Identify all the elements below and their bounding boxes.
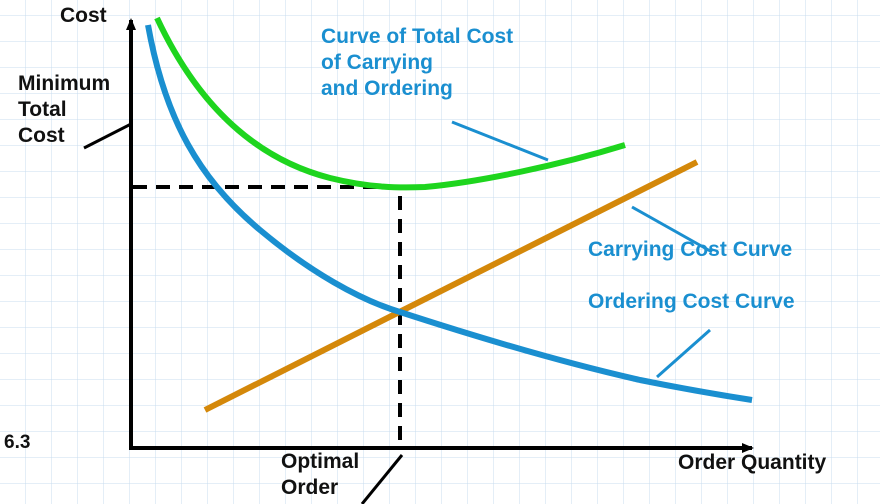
optimal-quantity-label: Order	[281, 476, 338, 499]
pointer	[631, 205, 713, 254]
pointer	[656, 328, 711, 379]
ordering-cost-label: Ordering Cost Curve	[588, 290, 795, 313]
ordering-cost-curve	[145, 24, 753, 403]
total-cost-curve	[154, 16, 626, 191]
carrying-cost-label: Carrying Cost Curve	[588, 238, 792, 261]
total-cost-label: of Carrying	[321, 51, 433, 74]
pointer	[360, 454, 404, 504]
min-cost-label: Cost	[18, 124, 65, 147]
pointer	[451, 120, 549, 162]
total-cost-label: Curve of Total Cost	[321, 25, 513, 48]
x-axis-label: Order Quantity	[678, 451, 827, 474]
optimal-quantity-label: Optimal	[281, 450, 359, 473]
total-cost-label: and Ordering	[321, 77, 453, 100]
min-cost-label: Total	[18, 98, 67, 121]
y-axis-label: Cost	[60, 4, 107, 27]
min-cost-label: Minimum	[18, 72, 110, 95]
slide-number: 6.3	[4, 432, 30, 453]
carrying-cost-line	[203, 159, 699, 413]
optimal-quantity-label: Quantity	[281, 502, 366, 504]
pointer	[83, 122, 132, 150]
